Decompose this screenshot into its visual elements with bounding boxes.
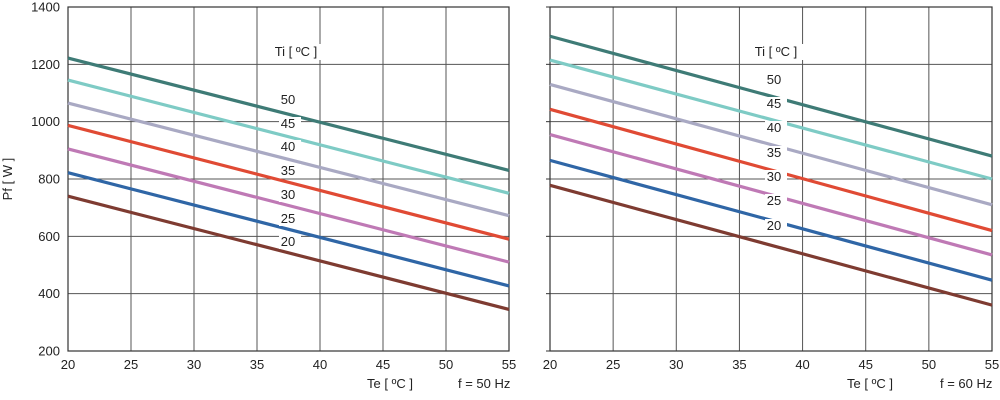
series-label-ti-35: 35 (767, 145, 781, 160)
legend-title-bg (264, 44, 328, 60)
series-label-bg (765, 194, 787, 208)
x-tick-label: 45 (376, 357, 390, 372)
series-label-bg (279, 212, 301, 226)
x-tick-label: 55 (502, 357, 516, 372)
legend-title: Ti [ ºC ] (755, 44, 798, 59)
series-label-ti-20: 20 (281, 234, 295, 249)
x-tick-label: 50 (439, 357, 453, 372)
x-tick-label: 50 (922, 357, 936, 372)
series-label-bg (765, 146, 787, 160)
plot-frame (67, 6, 510, 352)
chart-panel-left: 20 25 30 35 40 45 50 55 200 400 600 800 1000 1200 1400… (0, 0, 516, 391)
x-tick-label: 20 (61, 357, 75, 372)
series-label-ti-25: 25 (281, 211, 295, 226)
series-label-bg (279, 235, 301, 249)
series-line-ti-20 (549, 183, 993, 307)
x-axis-label: Te [ ºC ] (367, 376, 413, 391)
series-label-ti-35: 35 (281, 163, 295, 178)
series-line-ti-40 (67, 101, 510, 218)
y-tick-label: 600 (38, 229, 60, 244)
series-label-ti-50: 50 (767, 72, 781, 87)
x-axis-label: Te [ ºC ] (847, 376, 893, 391)
x-tick-label: 30 (187, 357, 201, 372)
series-label-ti-40: 40 (281, 139, 295, 154)
series-label-bg (765, 121, 787, 135)
series-line-ti-50 (549, 34, 993, 158)
frequency-condition: f = 50 Hz (458, 376, 510, 391)
series-label-ti-45: 45 (767, 96, 781, 111)
y-tick-label: 200 (38, 344, 60, 359)
series-label-bg (765, 219, 787, 233)
y-tick-label: 1400 (31, 0, 60, 15)
series-label-bg (765, 97, 787, 111)
series-label-ti-40: 40 (767, 120, 781, 135)
y-tick-label: 1200 (31, 57, 60, 72)
series-line-ti-35 (549, 107, 993, 233)
legend-title-bg (744, 44, 808, 60)
series-label-bg (279, 164, 301, 178)
series-line-ti-20 (67, 194, 510, 311)
series-label-bg (279, 93, 301, 107)
series-label-bg (279, 140, 301, 154)
series-label-ti-50: 50 (281, 92, 295, 107)
frequency-condition: f = 60 Hz (940, 376, 992, 391)
series-label-ti-45: 45 (281, 116, 295, 131)
series-line-ti-25 (67, 171, 510, 288)
x-tick-label: 40 (795, 357, 809, 372)
x-tick-label: 45 (858, 357, 872, 372)
y-axis-label: Pf [ W ] (0, 158, 15, 201)
x-tick-label: 30 (669, 357, 683, 372)
series-line-ti-45 (67, 78, 510, 195)
series-label-bg (765, 170, 787, 184)
series-line-ti-50 (67, 56, 510, 172)
legend-title: Ti [ ºC ] (275, 44, 318, 59)
series-label-ti-25: 25 (767, 193, 781, 208)
series-label-bg (279, 188, 301, 202)
series-line-ti-35 (67, 123, 510, 241)
x-tick-label: 40 (313, 357, 327, 372)
x-tick-label: 25 (606, 357, 620, 372)
series-label-ti-30: 30 (767, 169, 781, 184)
x-tick-label: 35 (250, 357, 264, 372)
series-line-ti-45 (549, 58, 993, 181)
y-tick-label: 800 (38, 172, 60, 187)
series-line-ti-40 (549, 82, 993, 207)
series-line-ti-30 (67, 147, 510, 264)
y-tick-label: 1000 (31, 114, 60, 129)
y-tick-label: 400 (38, 286, 60, 301)
series-label-bg (765, 73, 787, 87)
x-tick-label: 35 (732, 357, 746, 372)
series-label-ti-20: 20 (767, 218, 781, 233)
x-tick-label: 20 (543, 357, 557, 372)
x-tick-label: 55 (985, 357, 999, 372)
series-label-ti-30: 30 (281, 187, 295, 202)
x-tick-label: 25 (124, 357, 138, 372)
chart-panel-right: 20 25 30 35 40 45 50 55 50 45 40 35 30 25 20 Ti [ ºC ] T… (543, 6, 999, 391)
series-label-bg (279, 117, 301, 131)
